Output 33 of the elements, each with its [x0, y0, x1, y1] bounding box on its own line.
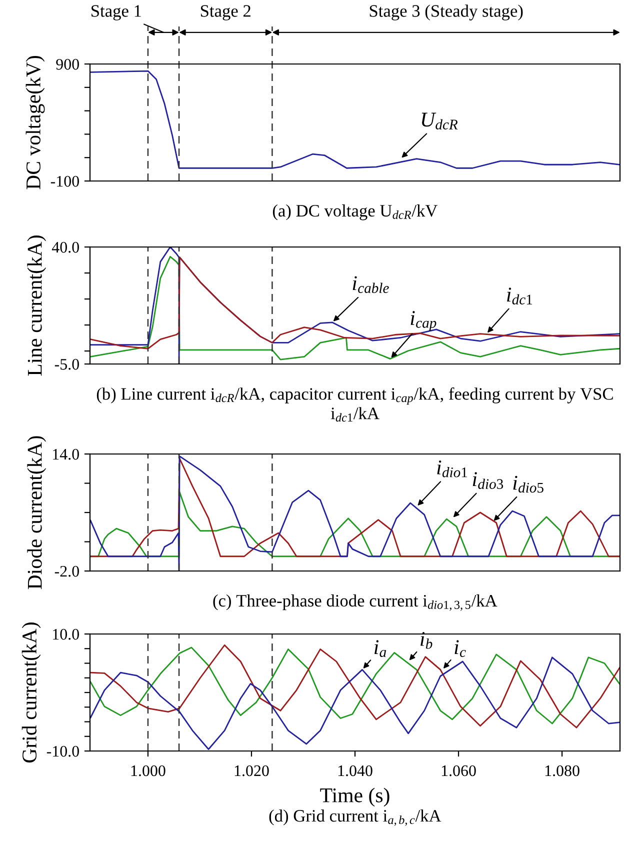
annotation: i$_{a}$ [374, 640, 386, 657]
x-tick-label: 1.020 [234, 765, 269, 776]
y-tick-label: 900 [56, 58, 79, 70]
x-tick-label: 1.000 [131, 765, 166, 776]
text: (a) DC voltage U$_{dcR}$/kV [272, 204, 438, 220]
line-series [90, 70, 620, 169]
y-axis-title: Grid current(kA) [22, 622, 41, 763]
y-tick-label: -2.0 [54, 566, 79, 577]
y-axis-title: Diode current(kA) [27, 436, 46, 590]
text: (b) Line current i$_{dcR}$/kA, capacitor current i$_{cap}$/kA, feeding current by VSC i$_{dc1}$/kA [96, 387, 613, 422]
x-tick-label: 1.060 [442, 765, 476, 776]
text: Stage 2 [200, 5, 250, 20]
x-axis-title: Time (s) [320, 788, 390, 807]
annotation: i$_{b}$ [420, 632, 432, 649]
text: Stage 3 (Steady stage) [370, 4, 523, 20]
y-tick-label: -100 [50, 176, 79, 187]
text: (d) Grid current i$_{a,b,c}$/kA [269, 810, 442, 826]
annotation: i$_{dio3}$ [472, 472, 504, 489]
annotation: i$_{c}$ [454, 640, 466, 657]
y-tick-label: 40.0 [52, 242, 79, 253]
y-tick-label: -10.0 [46, 746, 79, 757]
y-tick-label: -5.0 [54, 358, 79, 370]
x-tick-label: 1.040 [338, 765, 372, 776]
y-axis-title: DC voltage(kV) [26, 56, 45, 190]
text: Stage 1 [92, 5, 141, 20]
text: (c) Three-phase diode current i$_{dio1,3,5}$/kA [213, 594, 498, 611]
y-tick-label: 10.0 [53, 628, 79, 640]
annotation: U$_{dcR}$ [422, 112, 458, 130]
annotation: i$_{dio1}$ [437, 460, 468, 478]
x-tick-label: 1.080 [545, 765, 580, 776]
y-tick-label: 14.0 [53, 448, 79, 460]
y-axis-title: Line current(kA) [27, 236, 46, 376]
annotation: i$_{dio5}$ [513, 476, 544, 493]
